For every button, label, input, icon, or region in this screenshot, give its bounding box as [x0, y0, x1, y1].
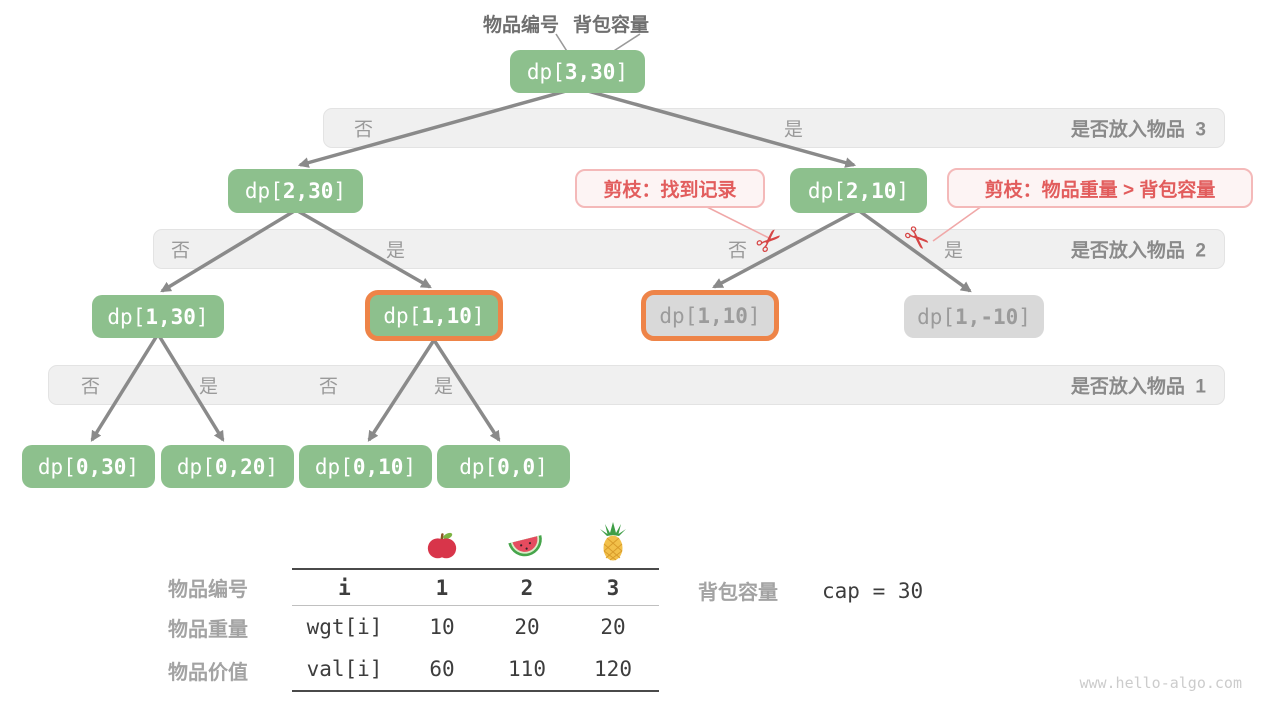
band-option-yes: 是 [784, 119, 804, 141]
node-text-prefix: dp[ [383, 303, 422, 328]
node-text-args: 1,10 [697, 303, 748, 328]
table-cell: val[i] [292, 648, 397, 692]
capacity-label: 背包容量 [698, 582, 778, 604]
dp-node-1-10-memo-highlighted: dp[1,10] [641, 290, 779, 341]
dp-node-1-neg10-pruned: dp[1,-10] [904, 295, 1044, 338]
node-text-args: 2,30 [282, 179, 334, 203]
decision-band-item-1: 否 是 否 是 是否放入物品 1 [48, 365, 1225, 405]
watermark: www.hello-algo.com [1079, 674, 1242, 692]
band-option-yes: 是 [199, 376, 219, 398]
node-text-prefix: dp[ [37, 454, 76, 479]
dp-node-0-30: dp[0,30] [22, 445, 155, 488]
node-text-args: 3,30 [564, 59, 616, 84]
node-text-suffix: ] [471, 303, 485, 328]
node-text-args: 0,30 [75, 454, 127, 479]
item-no-label: 物品编号 [483, 15, 560, 36]
table-cell: wgt[i] [306, 615, 383, 639]
band-option-no: 否 [319, 376, 339, 398]
pineapple-icon [567, 512, 659, 568]
node-text-suffix: ] [126, 454, 140, 479]
table-spacer [168, 512, 292, 568]
knapsack-capacity: 背包容量 cap = 30 [698, 576, 923, 605]
capacity-label: 背包容量 [573, 15, 650, 36]
band-option-no: 否 [354, 119, 374, 141]
capacity-value: cap = 30 [822, 578, 924, 603]
node-text-args: 1,30 [145, 304, 196, 329]
row-label-value: 物品价值 [168, 661, 248, 684]
items-table: 物品编号 i 1 2 3 物品重量 wgt[i] 10 20 20 物品价值 v… [168, 512, 659, 692]
watermelon-icon [487, 512, 567, 568]
node-text-prefix: dp[ [807, 178, 846, 203]
dp-node-2-10: dp[2,10] [790, 168, 927, 213]
node-text-suffix: ] [535, 454, 548, 479]
table-header-cell: i [292, 568, 397, 606]
node-text-prefix: dp[ [244, 179, 283, 203]
table-cell: 110 [487, 648, 567, 692]
dp-node-1-10-highlighted: dp[1,10] [365, 290, 503, 341]
row-label-weight: 物品重量 [168, 618, 248, 641]
band-question: 是否放入物品 2 [1070, 240, 1206, 262]
prune-text: 剪枝：物品重量 > 背包容量 [984, 179, 1216, 201]
node-text-prefix: dp[ [107, 304, 146, 329]
node-text-args: 0,0 [497, 454, 536, 479]
prune-text: 剪枝：找到记录 [603, 180, 737, 201]
dp-node-0-0: dp[0,0] [437, 445, 570, 488]
band-option-yes: 是 [944, 240, 964, 262]
node-text-prefix: dp[ [659, 303, 698, 328]
node-text-suffix: ] [747, 303, 761, 328]
band-option-no: 否 [728, 240, 748, 262]
band-question: 是否放入物品 1 [1070, 376, 1206, 398]
table-cell: 10 [429, 615, 455, 639]
table-spacer [292, 512, 397, 568]
node-text-suffix: ] [265, 454, 279, 479]
band-question: 是否放入物品 3 [1070, 119, 1206, 141]
node-text-args: 0,20 [214, 454, 266, 479]
node-text-prefix: dp[ [176, 454, 215, 479]
table-header-cell: 3 [567, 568, 659, 606]
node-text-args: 1,-10 [955, 304, 1019, 329]
node-text-prefix: dp[ [917, 304, 956, 329]
node-text-prefix: dp[ [459, 454, 498, 479]
node-text-suffix: ] [1018, 304, 1031, 329]
root-annotation: 物品编号 背包容量 [483, 10, 649, 37]
band-option-yes: 是 [386, 240, 406, 262]
table-cell: 20 [514, 615, 540, 639]
node-text-suffix: ] [615, 59, 629, 84]
dp-node-0-20: dp[0,20] [161, 445, 294, 488]
node-text-prefix: dp[ [526, 59, 565, 84]
decision-band-item-2: 否 是 否 是 是否放入物品 2 [153, 229, 1225, 269]
table-cell: 120 [567, 648, 659, 692]
band-option-no: 否 [81, 376, 101, 398]
node-text-args: 2,10 [845, 178, 897, 203]
table-cell: 60 [397, 648, 487, 692]
band-option-no: 否 [171, 240, 191, 262]
table-cell: 20 [600, 615, 626, 639]
dp-node-1-30: dp[1,30] [92, 295, 224, 338]
prune-label-found-record: 剪枝：找到记录 [575, 169, 765, 208]
table-header-cell: 1 [397, 568, 487, 606]
dp-node-3-30: dp[3,30] [510, 50, 645, 93]
node-text-args: 0,10 [352, 454, 404, 479]
table-header-cell: 2 [487, 568, 567, 606]
node-text-suffix: ] [333, 179, 347, 203]
dp-node-0-10: dp[0,10] [299, 445, 432, 488]
band-option-yes: 是 [434, 376, 454, 398]
node-text-prefix: dp[ [314, 454, 353, 479]
row-label-item-no: 物品编号 [168, 578, 248, 601]
node-text-suffix: ] [403, 454, 417, 479]
dp-node-2-30: dp[2,30] [228, 169, 363, 213]
prune-label-weight-exceeds-capacity: 剪枝：物品重量 > 背包容量 [947, 168, 1253, 208]
node-text-suffix: ] [195, 304, 209, 329]
node-text-args: 1,10 [421, 303, 472, 328]
apple-icon [397, 512, 487, 568]
node-text-suffix: ] [896, 178, 910, 203]
